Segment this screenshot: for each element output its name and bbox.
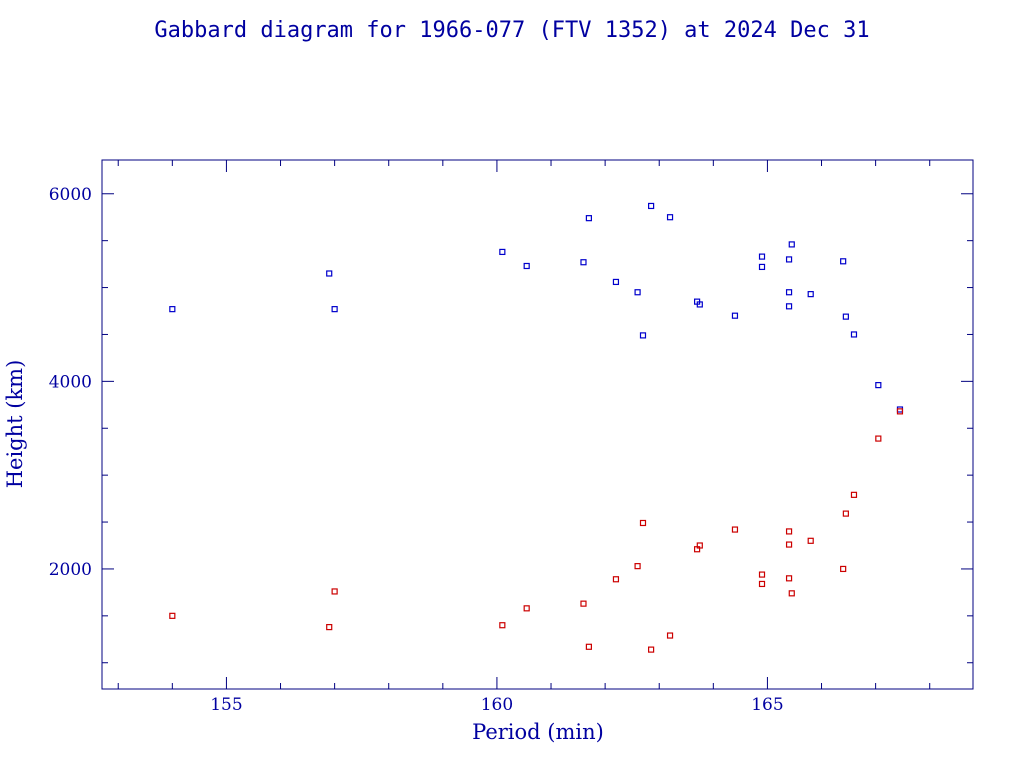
y-tick-label: 4000	[49, 372, 92, 392]
perigee-point	[758, 571, 766, 578]
perigee-point	[499, 622, 506, 629]
apogee-point	[499, 248, 506, 256]
perigee-point	[842, 510, 849, 517]
apogee-point	[875, 382, 882, 389]
plot-frame	[101, 159, 974, 690]
axis-tick-labels: 155 160 165 2000 4000 6000	[49, 185, 784, 715]
apogee-point	[785, 303, 793, 310]
apogee-point	[840, 258, 847, 265]
perigee-point	[169, 612, 176, 619]
perigee-point	[585, 643, 592, 650]
apogee-point	[785, 289, 793, 296]
apogee-point	[580, 259, 587, 266]
perigee-point	[326, 623, 333, 631]
apogee-point	[842, 313, 849, 320]
apogee-point	[585, 215, 592, 222]
apogee-point	[523, 262, 530, 270]
perigee-point	[840, 565, 847, 573]
perigee-point	[731, 526, 739, 533]
apogee-point	[788, 241, 795, 248]
perigee-point	[875, 435, 882, 442]
apogee-point	[639, 332, 647, 339]
perigee-point	[612, 576, 620, 583]
apogee-point	[696, 301, 703, 308]
x-tick-label: 165	[751, 695, 783, 715]
apogee-point	[850, 331, 858, 338]
perigee-point	[580, 600, 587, 607]
perigee-point	[331, 588, 338, 595]
y-axis-label: Height (km)	[3, 360, 27, 489]
data-points	[169, 202, 904, 653]
perigee-point	[785, 541, 793, 548]
perigee-point	[634, 563, 641, 570]
apogee-point	[807, 291, 814, 298]
perigee-point	[807, 537, 814, 544]
y-tick-label: 2000	[49, 560, 92, 580]
apogee-point	[326, 270, 333, 277]
perigee-point	[758, 580, 766, 588]
perigee-point	[523, 605, 530, 612]
apogee-point	[169, 306, 176, 313]
perigee-point	[785, 528, 793, 535]
perigee-point	[788, 590, 795, 597]
perigee-point	[850, 491, 858, 498]
x-tick-label: 160	[481, 695, 513, 715]
perigee-point	[696, 542, 703, 549]
apogee-point	[648, 202, 655, 210]
apogee-point	[331, 306, 338, 313]
apogee-point	[612, 278, 620, 286]
y-tick-label: 6000	[49, 185, 92, 205]
perigee-point	[896, 408, 904, 415]
perigee-point	[785, 575, 793, 582]
x-axis-label: Period (min)	[472, 720, 604, 744]
apogee-point	[785, 256, 793, 263]
apogee-point	[758, 263, 766, 271]
apogee-point	[666, 214, 674, 221]
apogee-point	[758, 253, 766, 260]
perigee-point	[666, 632, 674, 639]
apogee-point	[896, 406, 904, 413]
perigee-point	[648, 646, 655, 653]
perigee-point	[639, 519, 647, 527]
chart-title: Gabbard diagram for 1966-077 (FTV 1352) …	[154, 18, 869, 43]
apogee-point	[731, 312, 739, 319]
axis-ticks	[102, 160, 973, 689]
apogee-point	[634, 289, 641, 296]
x-tick-label: 155	[210, 695, 242, 715]
